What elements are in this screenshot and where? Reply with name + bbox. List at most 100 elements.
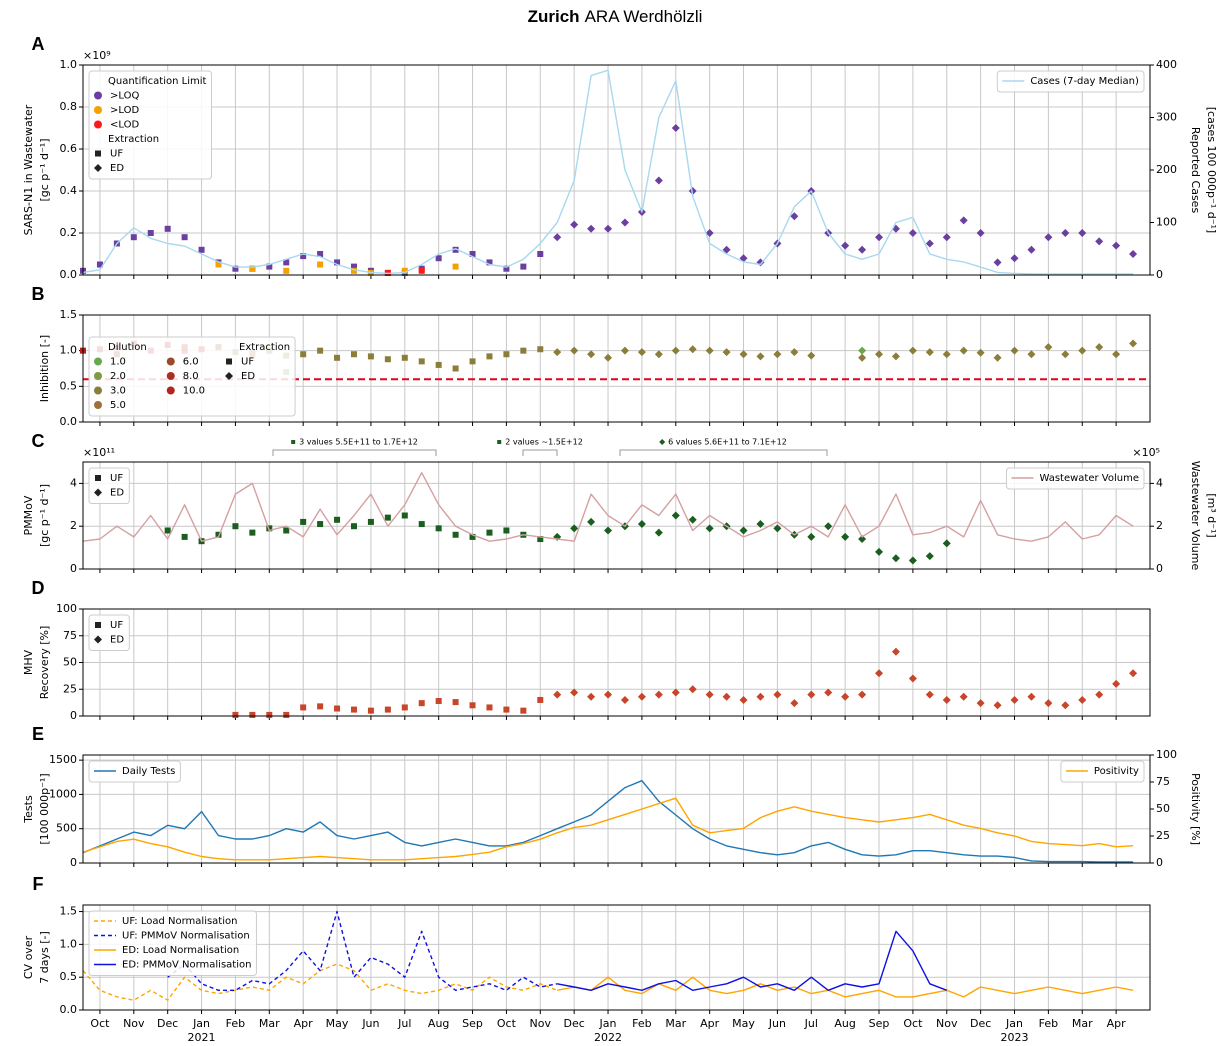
- legend-box: [88, 910, 257, 976]
- marker-circle: [94, 401, 102, 409]
- y2-tick-label: 400: [1156, 58, 1177, 71]
- y2-tick-label: 75: [1156, 775, 1170, 788]
- marker-square: [334, 516, 341, 523]
- annotation-bracket: [522, 449, 558, 456]
- legend-column: UF: Load Normalisation UF: PMMoV Normalis…: [94, 916, 251, 971]
- marker-square: [266, 263, 273, 270]
- plot-area: [83, 462, 1150, 569]
- marker-square: [469, 533, 476, 540]
- marker-diamond: [1027, 245, 1036, 254]
- legend-label: 10.0: [183, 386, 205, 397]
- marker-diamond: [891, 352, 900, 361]
- marker-diamond: [1078, 229, 1087, 237]
- legend-column: Wastewater Volume: [1011, 473, 1139, 484]
- series-line: [82, 780, 1134, 863]
- marker-square: [486, 353, 493, 360]
- marker-diamond: [705, 229, 714, 237]
- legend-label: Cases (7-day Median): [1030, 76, 1139, 87]
- marker-square: [164, 527, 171, 534]
- panel-label: A: [32, 34, 45, 54]
- marker-diamond: [858, 353, 867, 362]
- legend-label: ED: [110, 635, 124, 646]
- marker-circle: [166, 386, 175, 395]
- marker-square: [520, 263, 527, 270]
- marker-square: [317, 347, 324, 354]
- marker-circle: [94, 106, 102, 114]
- marker-diamond: [1095, 690, 1104, 699]
- marker-diamond: [1061, 701, 1070, 710]
- marker-diamond: [756, 352, 765, 361]
- marker-diamond: [1027, 350, 1036, 359]
- marker-square: [283, 259, 290, 266]
- x-tick-label: Nov: [530, 1017, 552, 1030]
- marker-circle: [94, 120, 102, 129]
- legend-label: ED: PMMoV Normalisation: [122, 960, 251, 971]
- legend: Daily Tests: [88, 760, 181, 783]
- marker-square: [452, 531, 459, 538]
- legend-label: 3.0: [110, 386, 126, 397]
- y-tick-label: 0.4: [60, 184, 78, 197]
- marker-diamond: [587, 350, 596, 359]
- legend: Cases (7-day Median): [996, 70, 1145, 93]
- marker-square: [486, 529, 493, 536]
- marker-diamond: [604, 224, 613, 233]
- marker-diamond: [688, 515, 697, 524]
- marker-diamond: [620, 346, 629, 355]
- legend-label: Wastewater Volume: [1039, 473, 1139, 484]
- legend-box: [88, 760, 181, 783]
- panel: 0.0 0.5 1.0 1.5 B Inhibition [-] Dilution 1.0 2.…: [32, 284, 1151, 428]
- marker-diamond: [1095, 343, 1104, 352]
- marker-diamond: [739, 254, 748, 263]
- panel-label: C: [32, 431, 45, 451]
- marker-square: [452, 365, 459, 372]
- legend-box: [88, 336, 296, 417]
- marker-diamond: [993, 701, 1002, 710]
- x-tick-label: Dec: [970, 1017, 991, 1030]
- x-tick-label: Jul: [397, 1017, 411, 1030]
- marker-diamond: [688, 345, 697, 354]
- marker-square: [452, 246, 459, 253]
- marker-diamond: [875, 547, 884, 556]
- y-axis-label: [gc p⁻¹ d⁻¹]: [38, 138, 51, 201]
- marker-square: [300, 518, 307, 525]
- marker-diamond: [553, 690, 562, 699]
- marker-circle: [166, 372, 175, 380]
- y2-tick-label: 100: [1156, 748, 1177, 761]
- marker-square: [232, 523, 239, 530]
- marker-diamond: [94, 635, 102, 644]
- legend-label: UF: Load Normalisation: [122, 916, 237, 927]
- marker-square: [198, 246, 205, 253]
- marker-square: [418, 521, 425, 528]
- marker-square: [469, 702, 476, 709]
- marker-diamond: [722, 692, 731, 701]
- marker-diamond: [1027, 692, 1036, 701]
- x-tick-label: Apr: [294, 1017, 314, 1030]
- marker-diamond: [1129, 250, 1138, 258]
- marker-square: [452, 263, 459, 270]
- marker-diamond: [807, 351, 816, 360]
- y-tick-label: 2: [70, 519, 77, 532]
- y-tick-label: 0.0: [60, 415, 78, 428]
- x-tick-label: Oct: [90, 1017, 110, 1030]
- y2-axis-label: [cases 100 000p⁻¹ d⁻¹]: [1205, 107, 1218, 233]
- year-label: 2021: [188, 1031, 216, 1044]
- series-line: [557, 930, 948, 991]
- marker-diamond: [790, 348, 799, 357]
- marker-diamond: [756, 692, 765, 701]
- y-axis-label: Inhibition [-]: [38, 335, 51, 402]
- y2-tick-label: 200: [1156, 163, 1177, 176]
- x-tick-label: Jun: [361, 1017, 379, 1030]
- marker-diamond: [959, 692, 968, 701]
- x-tick-label: Sep: [462, 1017, 483, 1030]
- marker-diamond: [637, 348, 646, 357]
- legend-label: 1.0: [110, 357, 126, 368]
- year-label: 2022: [594, 1031, 622, 1044]
- marker-square: [95, 622, 101, 628]
- marker-diamond: [570, 346, 579, 355]
- marker-diamond: [739, 350, 748, 359]
- x-tick-label: Apr: [700, 1017, 720, 1030]
- marker-diamond: [976, 348, 985, 357]
- plot-frame: [82, 461, 1151, 570]
- title-bold: Zurich: [528, 7, 580, 26]
- marker-diamond: [570, 688, 579, 697]
